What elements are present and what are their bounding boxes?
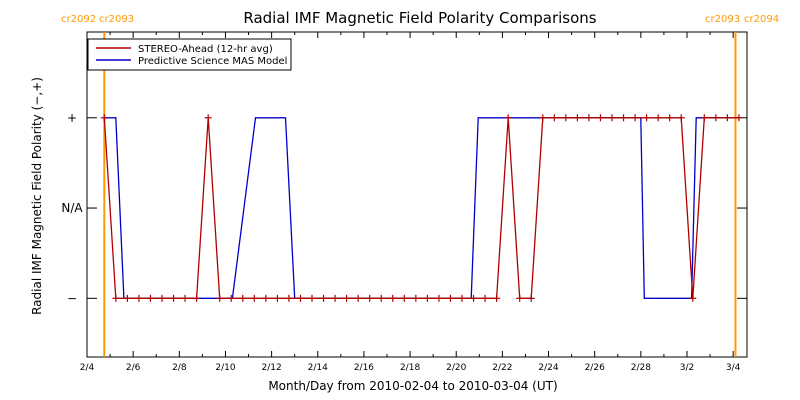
x-tick-label: 2/10 — [215, 363, 235, 373]
data-point — [331, 294, 339, 302]
data-point — [654, 114, 662, 122]
data-point — [712, 114, 720, 122]
carrington-label-right-start: cr2093 — [99, 14, 134, 25]
data-point — [689, 294, 697, 302]
data-point — [296, 294, 304, 302]
data-point — [412, 294, 420, 302]
data-point — [181, 294, 189, 302]
legend-label-mas-model: Predictive Science MAS Model — [138, 56, 287, 67]
data-point — [677, 114, 685, 122]
data-point — [366, 294, 374, 302]
data-point — [723, 114, 731, 122]
x-tick-label: 2/24 — [538, 363, 558, 373]
data-point — [389, 294, 397, 302]
x-tick-label: 2/16 — [354, 363, 374, 373]
data-point — [562, 114, 570, 122]
data-point — [585, 114, 593, 122]
data-point — [735, 114, 743, 122]
data-point — [666, 114, 674, 122]
data-point — [435, 294, 443, 302]
x-tick-label: 2/20 — [446, 363, 466, 373]
x-tick-label: 2/28 — [631, 363, 651, 373]
x-tick-label: 3/4 — [726, 363, 741, 373]
data-point — [493, 294, 501, 302]
y-tick-label: − — [67, 291, 77, 305]
data-point — [377, 294, 385, 302]
x-tick-label: 2/6 — [126, 363, 141, 373]
data-point — [227, 294, 235, 302]
data-point — [170, 294, 178, 302]
data-point — [481, 294, 489, 302]
data-point — [423, 294, 431, 302]
y-axis: + N/A − — [61, 111, 747, 305]
carrington-markers — [103, 32, 737, 357]
data-point — [204, 114, 212, 122]
data-point — [262, 294, 270, 302]
data-point — [573, 114, 581, 122]
data-point — [446, 294, 454, 302]
data-point — [320, 294, 328, 302]
x-axis: 2/4 2/6 2/8 2/10 2/12 2/14 2/16 2/18 2/20 2/22 2/2… — [80, 32, 741, 373]
data-point — [631, 114, 639, 122]
data-point — [123, 294, 131, 302]
chart-title: Radial IMF Magnetic Field Polarity Compa… — [243, 9, 596, 27]
data-point — [239, 294, 247, 302]
x-tick-label: 3/2 — [680, 363, 694, 373]
carrington-label-right-end: cr2094 — [744, 14, 779, 25]
data-point — [458, 294, 466, 302]
data-point — [308, 294, 316, 302]
data-point — [285, 294, 293, 302]
data-point — [516, 294, 524, 302]
data-point — [400, 294, 408, 302]
plot-frame — [86, 31, 748, 358]
legend-box — [87, 38, 292, 71]
x-tick-label: 2/12 — [262, 363, 282, 373]
x-tick-label: 2/14 — [308, 363, 328, 373]
legend-label-stereo: STEREO-Ahead (12-hr avg) — [138, 44, 273, 55]
y-tick-label: N/A — [61, 201, 83, 215]
data-point — [158, 294, 166, 302]
data-point — [146, 294, 154, 302]
x-tick-label: 2/8 — [172, 363, 187, 373]
data-point — [539, 114, 547, 122]
carrington-label-left-start: cr2092 — [61, 14, 96, 25]
x-tick-label: 2/26 — [585, 363, 605, 373]
data-point — [273, 294, 281, 302]
data-point — [354, 294, 362, 302]
data-point — [550, 114, 558, 122]
data-point — [135, 294, 143, 302]
x-tick-label: 2/4 — [80, 363, 95, 373]
data-point — [250, 294, 258, 302]
data-point — [700, 114, 708, 122]
series-layer — [100, 114, 743, 302]
carrington-label-left-end: cr2093 — [705, 14, 740, 25]
data-point — [504, 114, 512, 122]
data-point — [470, 294, 478, 302]
y-axis-label: Radial IMF Magnetic Field Polarity (−,+) — [30, 77, 44, 315]
data-point — [596, 114, 604, 122]
data-point — [608, 114, 616, 122]
data-point — [100, 114, 108, 122]
legend: STEREO-Ahead (12-hr avg) Predictive Scie… — [87, 38, 292, 71]
data-point — [527, 294, 535, 302]
data-point — [112, 294, 120, 302]
data-point — [216, 294, 224, 302]
x-tick-label: 2/18 — [400, 363, 420, 373]
data-point — [343, 294, 351, 302]
x-axis-label: Month/Day from 2010-02-04 to 2010-03-04 … — [268, 379, 557, 393]
data-point — [193, 294, 201, 302]
x-tick-label: 2/22 — [492, 363, 512, 373]
data-point — [620, 114, 628, 122]
data-point — [643, 114, 651, 122]
y-tick-label: + — [67, 111, 77, 125]
